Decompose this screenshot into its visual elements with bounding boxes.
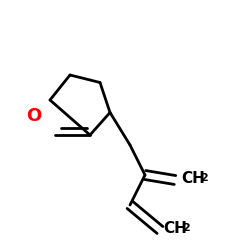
Text: CH: CH bbox=[164, 221, 188, 236]
Text: 2: 2 bbox=[200, 173, 208, 183]
Text: 2: 2 bbox=[182, 223, 190, 233]
Text: CH: CH bbox=[181, 171, 205, 186]
Text: O: O bbox=[26, 107, 42, 125]
